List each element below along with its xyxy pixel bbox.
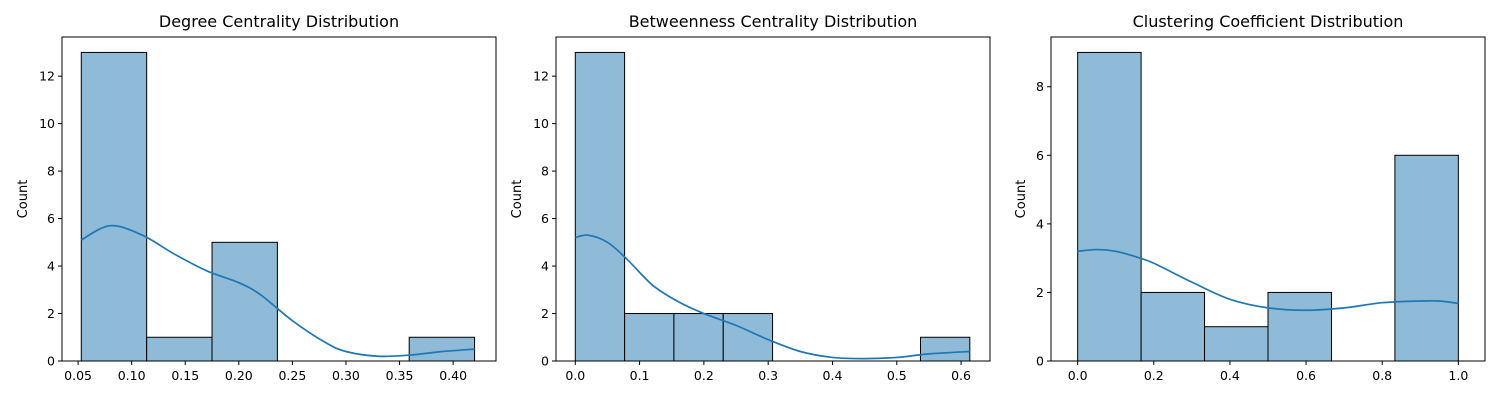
- y-tick-label: 12: [39, 69, 55, 84]
- y-axis-label: Count: [510, 180, 525, 219]
- y-tick-label: 10: [533, 116, 549, 131]
- histogram-bar: [624, 313, 675, 362]
- y-tick-label: 2: [541, 306, 549, 321]
- degree-centrality-histogram: Degree Centrality Distribution Count 0.0…: [16, 12, 497, 383]
- y-tick-label: 0: [1036, 354, 1044, 369]
- histogram-bar: [574, 51, 626, 362]
- x-tick-label: 0.30: [332, 368, 360, 383]
- x-tick-label: 0.3: [758, 368, 778, 383]
- y-axis-label: Count: [16, 180, 31, 219]
- kde-curve: [575, 234, 970, 360]
- histogram-bar: [80, 51, 148, 362]
- x-tick-label: 0.20: [225, 368, 253, 383]
- y-axis-ticks: 0 2 4 6 8: [1036, 79, 1051, 369]
- kde-curve: [80, 224, 475, 358]
- histogram-bar: [722, 313, 774, 362]
- histogram-bar: [1394, 154, 1459, 362]
- axes-frame: [555, 36, 991, 362]
- y-tick-label: 4: [1036, 216, 1044, 231]
- y-tick-label: 0: [541, 354, 549, 369]
- x-tick-label: 0.4: [823, 368, 843, 383]
- histogram-bar: [1267, 291, 1332, 362]
- x-tick-label: 0.35: [386, 368, 414, 383]
- y-tick-label: 8: [47, 164, 55, 179]
- bars: [80, 51, 476, 362]
- clustering-coefficient-histogram: Clustering Coefficient Distribution Coun…: [1014, 12, 1486, 383]
- axes-frame: [1050, 36, 1486, 362]
- histogram-bar: [1077, 51, 1142, 362]
- y-axis-label: Count: [1014, 180, 1029, 219]
- x-tick-label: 0.05: [64, 368, 92, 383]
- x-tick-label: 0.6: [1296, 368, 1316, 383]
- x-tick-label: 0.10: [118, 368, 146, 383]
- x-tick-label: 0.6: [951, 368, 971, 383]
- histogram-bar: [146, 336, 213, 362]
- x-axis-ticks: 0.05 0.10 0.15 0.20 0.25 0.30 0.35 0.40: [64, 361, 467, 383]
- axes-frame: [61, 36, 497, 362]
- y-tick-label: 2: [47, 306, 55, 321]
- histogram-bar: [1204, 326, 1269, 362]
- x-tick-label: 0.25: [278, 368, 306, 383]
- y-tick-label: 10: [39, 116, 55, 131]
- y-tick-label: 8: [1036, 79, 1044, 94]
- chart-title: Betweenness Centrality Distribution: [629, 12, 918, 31]
- x-tick-label: 0.2: [1144, 368, 1164, 383]
- x-tick-label: 0.1: [630, 368, 650, 383]
- histogram-bar: [1140, 291, 1206, 362]
- y-tick-label: 4: [47, 259, 55, 274]
- x-tick-label: 0.15: [171, 368, 199, 383]
- x-tick-label: 0.0: [565, 368, 585, 383]
- histogram-bar: [919, 336, 971, 362]
- y-tick-label: 4: [541, 259, 549, 274]
- chart-title: Degree Centrality Distribution: [159, 12, 399, 31]
- y-tick-label: 8: [541, 164, 549, 179]
- x-tick-label: 0.5: [887, 368, 907, 383]
- x-tick-label: 0.4: [1220, 368, 1240, 383]
- kde-curve: [1077, 248, 1459, 312]
- x-tick-label: 1.0: [1448, 368, 1468, 383]
- y-tick-label: 0: [47, 354, 55, 369]
- y-tick-label: 6: [1036, 148, 1044, 163]
- chart-title: Clustering Coefficient Distribution: [1133, 12, 1404, 31]
- y-tick-label: 6: [541, 211, 549, 226]
- y-tick-label: 2: [1036, 285, 1044, 300]
- bars: [574, 51, 971, 362]
- x-tick-label: 0.8: [1372, 368, 1392, 383]
- bars: [1077, 51, 1459, 362]
- x-tick-label: 0.40: [439, 368, 467, 383]
- y-axis-ticks: 0 2 4 6 8 10 12: [533, 69, 556, 369]
- histogram-bar: [211, 241, 278, 362]
- histogram-bar: [673, 313, 724, 362]
- x-axis-ticks: 0.0 0.1 0.2 0.3 0.4 0.5 0.6: [565, 361, 971, 383]
- x-axis-ticks: 0.0 0.2 0.4 0.6 0.8 1.0: [1068, 361, 1468, 383]
- x-tick-label: 0.2: [694, 368, 714, 383]
- x-tick-label: 0.0: [1068, 368, 1088, 383]
- y-axis-ticks: 0 2 4 6 8 10 12: [39, 69, 62, 369]
- betweenness-centrality-histogram: Betweenness Centrality Distribution Coun…: [510, 12, 991, 383]
- y-tick-label: 12: [533, 69, 549, 84]
- y-tick-label: 6: [47, 211, 55, 226]
